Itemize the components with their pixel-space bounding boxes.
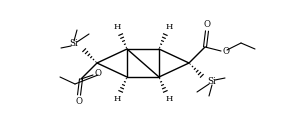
Text: Si: Si xyxy=(208,77,216,86)
Text: Si: Si xyxy=(70,39,78,49)
Text: H: H xyxy=(113,95,121,103)
Text: H: H xyxy=(113,23,121,31)
Text: O: O xyxy=(223,46,230,55)
Text: O: O xyxy=(95,69,102,78)
Text: O: O xyxy=(76,97,82,106)
Text: H: H xyxy=(165,23,173,31)
Text: H: H xyxy=(165,95,173,103)
Text: O: O xyxy=(204,20,210,29)
